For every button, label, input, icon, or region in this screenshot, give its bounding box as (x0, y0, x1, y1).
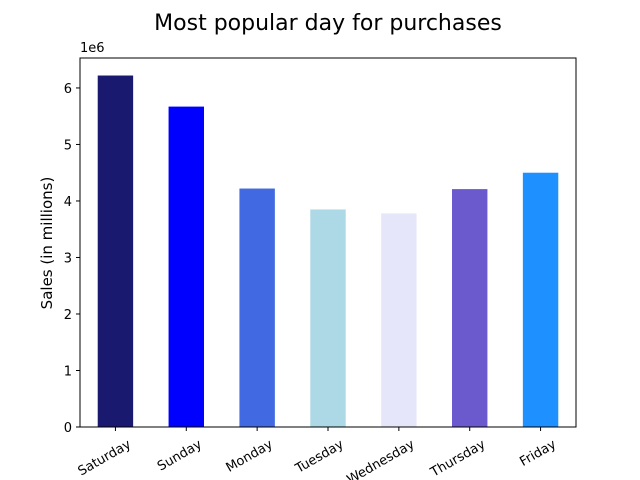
y-tick-label: 4 (64, 195, 72, 210)
y-axis-label: Sales (in millions) (38, 177, 56, 310)
y-tick-label: 2 (64, 308, 72, 323)
bars-group (97, 75, 559, 428)
y-tick-label: 6 (64, 82, 72, 97)
y-tick-label: 1 (64, 364, 72, 379)
plot-frame (79, 57, 577, 428)
y-axis-offset-text: 1e6 (80, 41, 105, 56)
x-tick-label: Sunday (155, 437, 205, 474)
chart-title: Most popular day for purchases (154, 11, 502, 36)
y-tick-label: 3 (64, 251, 72, 266)
bar-thursday (452, 189, 488, 427)
bar-saturday (97, 75, 134, 427)
x-tick-label: Monday (224, 437, 276, 476)
bar-tuesday (310, 209, 346, 427)
x-tick-label: Thursday (427, 437, 488, 480)
x-tick-label: Tuesday (292, 437, 346, 477)
bar-wednesday (381, 213, 417, 427)
bar-friday (522, 172, 559, 427)
bar-monday (239, 188, 275, 427)
y-tick-label: 0 (64, 421, 72, 436)
x-tick-label: Friday (517, 437, 559, 470)
x-tick-label: Saturday (76, 437, 134, 479)
y-axis-ticks: 0 1 2 3 4 5 6 (64, 82, 80, 436)
x-tick-label: Wednesday (345, 437, 418, 480)
bar-sunday (168, 106, 204, 428)
y-tick-label: 5 (64, 138, 72, 153)
